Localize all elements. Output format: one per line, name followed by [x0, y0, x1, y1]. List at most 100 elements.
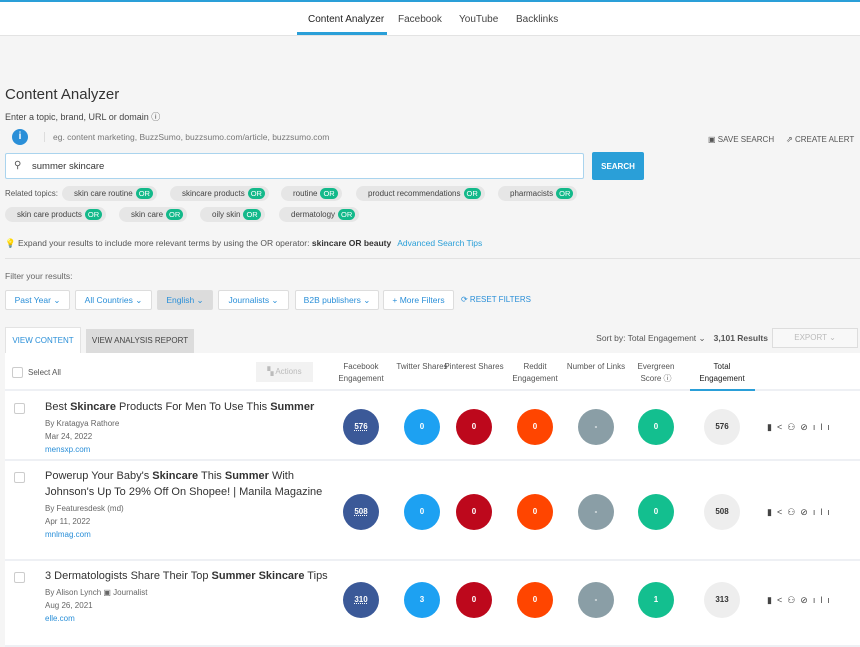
metric-circle: 3 [404, 581, 440, 618]
domain-link[interactable]: elle.com [45, 614, 75, 623]
tab-backlinks[interactable]: Backlinks [516, 14, 559, 25]
topic-label: skin care [131, 210, 164, 219]
author: By Alison Lynch ▣ Journalist [45, 588, 148, 597]
metric-circle: 508 [343, 493, 379, 530]
actions-button[interactable]: ▚ Actions [256, 362, 313, 382]
column-header[interactable]: Pinterest Shares [444, 362, 504, 371]
metric-circle: 508 [704, 493, 740, 530]
author: By Featuresdesk (md) [45, 504, 124, 513]
results-count: 3,101 Results [713, 333, 768, 343]
tab-view-content[interactable]: VIEW CONTENT [5, 327, 81, 353]
select-all-checkbox[interactable] [12, 367, 23, 378]
filter-dropdown[interactable]: All Countries ⌄ [75, 290, 152, 310]
column-header[interactable]: Facebook Engagement [338, 362, 384, 383]
row-checkbox[interactable] [14, 472, 25, 483]
top-nav: Content Analyzer Facebook YouTube Backli… [0, 0, 860, 36]
save-search-button[interactable]: ▣ SAVE SEARCH [708, 135, 775, 144]
or-badge[interactable]: OR [166, 209, 184, 220]
article-info: 3 Dermatologists Share Their Top Summer … [45, 568, 337, 625]
or-badge[interactable]: OR [247, 188, 265, 199]
title-segment: Tips [304, 570, 328, 582]
date: Mar 24, 2022 [45, 432, 93, 441]
title-segment: With Johnson's Up To 29% Off On Shopee! … [45, 470, 323, 498]
related-topic-chip[interactable]: skin care products OR [5, 207, 107, 222]
tip-text: Expand your results to include more rele… [17, 238, 310, 248]
metric-circle: 0 [638, 409, 674, 445]
domain-link[interactable]: mensxp.com [45, 445, 91, 454]
title-segment: Products For Men To Use This [115, 401, 271, 413]
or-badge[interactable]: OR [243, 209, 261, 220]
search-button[interactable]: SEARCH [592, 152, 644, 180]
related-topic-chip[interactable]: routine OR [281, 186, 342, 201]
or-badge[interactable]: OR [135, 188, 153, 199]
topic-label: skincare products [182, 189, 245, 198]
column-header[interactable]: Number of Links [566, 362, 626, 371]
or-badge[interactable]: OR [320, 188, 338, 199]
info-icon[interactable]: i [12, 129, 28, 145]
title-segment: Summer [270, 401, 315, 413]
or-badge[interactable]: OR [338, 209, 356, 220]
create-alert-button[interactable]: ⇗ CREATE ALERT [786, 135, 855, 144]
sort-indicator [690, 389, 755, 391]
column-header[interactable]: Total Engagement [699, 362, 745, 383]
domain-link[interactable]: mnlmag.com [45, 530, 91, 539]
article-title-link[interactable]: Best Skincare Products For Men To Use Th… [45, 399, 337, 415]
or-badge[interactable]: OR [463, 188, 481, 199]
date: Aug 26, 2021 [45, 601, 93, 610]
row-action-icons[interactable]: ▮<⚇⊘ılı [767, 594, 835, 605]
related-topic-chip[interactable]: skin care OR [119, 207, 188, 222]
reset-filters-button[interactable]: ⟳ RESET FILTERS [461, 295, 531, 304]
filter-dropdown[interactable]: + More Filters [383, 290, 454, 310]
column-header[interactable]: Evergreen Score ⓘ [637, 362, 675, 383]
search-icon: ⚲ [14, 160, 22, 171]
search-value: summer skincare [32, 161, 105, 172]
title-segment: Best [45, 401, 71, 413]
related-topic-chip[interactable]: product recommendations OR [356, 186, 485, 201]
or-badge[interactable]: OR [84, 209, 103, 220]
sort-dropdown[interactable]: Sort by: Total Engagement ⌄ [596, 333, 706, 343]
tab-view-analysis-report[interactable]: VIEW ANALYSIS REPORT [86, 329, 194, 353]
metric-circle: - [578, 493, 614, 530]
column-header[interactable]: Twitter Shares [396, 362, 448, 371]
search-hint: eg. content marketing, BuzzSumo, buzzsum… [44, 132, 329, 142]
metric-circle: - [578, 409, 614, 445]
filter-dropdown[interactable]: English ⌄ [157, 290, 213, 310]
row-checkbox[interactable] [14, 572, 25, 583]
related-topic-chip[interactable]: oily skin OR [200, 207, 265, 222]
or-badge[interactable]: OR [556, 188, 574, 199]
column-header[interactable]: Reddit Engagement [512, 362, 558, 383]
row-checkbox[interactable] [14, 403, 25, 414]
export-button[interactable]: EXPORT ⌄ [772, 328, 858, 348]
title-segment: Summer Skincare [211, 570, 305, 582]
topic-label: pharmacists [510, 189, 554, 198]
article-title-link[interactable]: Powerup Your Baby's Skincare This Summer… [45, 468, 337, 500]
search-input[interactable]: ⚲ summer skincare [5, 153, 584, 179]
related-topic-chip[interactable]: skin care routine OR [62, 186, 157, 201]
lightbulb-icon: 💡 [5, 238, 16, 248]
metric-circle: 313 [704, 581, 740, 618]
related-topic-chip[interactable]: pharmacists OR [498, 186, 578, 201]
filter-dropdown[interactable]: Past Year ⌄ [5, 290, 70, 310]
row-action-icons[interactable]: ▮<⚇⊘ılı [767, 506, 835, 517]
advanced-search-tips-link[interactable]: Advanced Search Tips [397, 238, 483, 248]
active-tab-indicator [297, 32, 387, 35]
article-title-link[interactable]: 3 Dermatologists Share Their Top Summer … [45, 568, 337, 584]
date: Apr 11, 2022 [45, 517, 91, 526]
save-search-label: SAVE SEARCH [717, 135, 775, 144]
metric-circle: 1 [638, 581, 674, 618]
tab-facebook[interactable]: Facebook [398, 14, 442, 25]
filter-dropdown[interactable]: B2B publishers ⌄ [295, 290, 379, 310]
tab-content-analyzer[interactable]: Content Analyzer [308, 14, 385, 25]
related-topic-chip[interactable]: skincare products OR [170, 186, 269, 201]
search-tip: 💡 Expand your results to include more re… [5, 238, 482, 249]
topic-label: skin care routine [74, 189, 133, 198]
article-info: Powerup Your Baby's Skincare This Summer… [45, 468, 337, 541]
filter-dropdown[interactable]: Journalists ⌄ [218, 290, 289, 310]
related-topic-chip[interactable]: dermatology OR [279, 207, 360, 222]
metric-circle: 0 [404, 493, 440, 530]
title-segment: Summer [224, 470, 269, 482]
related-topics-label: Related topics: [5, 189, 58, 198]
tab-youtube[interactable]: YouTube [459, 14, 499, 25]
row-action-icons[interactable]: ▮<⚇⊘ılı [767, 422, 835, 432]
title-segment: 3 Dermatologists Share Their Top [45, 570, 212, 582]
